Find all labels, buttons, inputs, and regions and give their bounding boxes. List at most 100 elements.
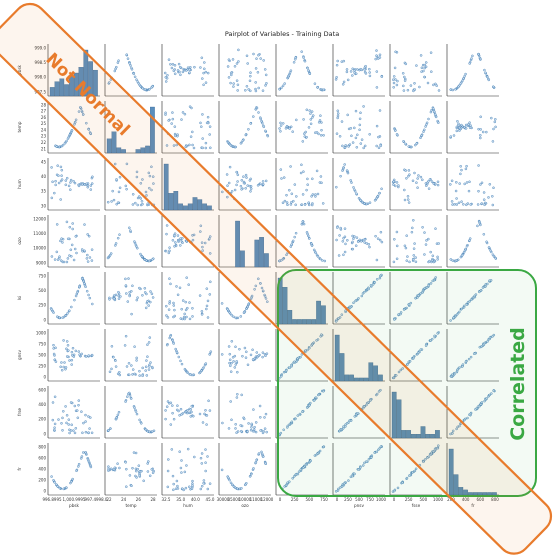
scatter-point <box>296 414 300 417</box>
scatter-point <box>230 418 233 422</box>
histogram-bar <box>363 377 369 382</box>
scatter-point <box>451 203 454 206</box>
scatter-point <box>339 174 342 178</box>
histogram-bar <box>435 430 440 439</box>
scatter-point <box>58 255 61 258</box>
scatter-point <box>342 237 345 240</box>
scatter-point <box>402 140 405 143</box>
scatter-point <box>362 405 366 408</box>
scatter-point <box>337 317 340 320</box>
scatter-point <box>206 455 209 458</box>
scatter-point <box>395 230 399 234</box>
scatter-point <box>359 111 362 115</box>
scatter-point <box>148 87 151 91</box>
scatter-point <box>419 136 422 140</box>
scatter-point <box>63 142 67 145</box>
scatter-point <box>321 202 325 205</box>
scatter-point <box>209 146 212 150</box>
scatter-point <box>233 354 237 358</box>
scatter-point <box>263 416 266 419</box>
scatter-point <box>167 308 171 311</box>
scatter-point <box>230 313 233 317</box>
scatter-point <box>61 416 64 420</box>
scatter-point <box>290 192 294 196</box>
scatter-point <box>172 304 176 307</box>
scatter-point <box>373 281 377 284</box>
scatter-point <box>240 188 243 191</box>
scatter-point <box>114 242 118 245</box>
scatter-point <box>65 340 69 343</box>
scatter-point <box>65 355 69 358</box>
scatter-point <box>135 298 139 302</box>
scatter-point <box>279 431 283 435</box>
scatter-point <box>71 477 74 481</box>
scatter-point <box>65 486 68 489</box>
scatter-point <box>392 78 395 81</box>
scatter-point <box>247 422 250 425</box>
x-tick-label: 0 <box>393 497 396 502</box>
scatter-point <box>362 290 366 294</box>
scatter-point <box>476 405 480 408</box>
scatter-point <box>186 447 190 451</box>
scatter-point <box>226 195 229 199</box>
scatter-point <box>396 486 400 490</box>
scatter-point <box>455 313 459 316</box>
scatter-point <box>125 53 128 56</box>
scatter-point <box>257 277 260 281</box>
scatter-point <box>77 465 80 468</box>
scatter-point <box>392 376 396 380</box>
scatter-point <box>254 107 258 111</box>
scatter-point <box>256 184 260 187</box>
scatter-point <box>354 136 358 140</box>
x-tick-label: 35.0 <box>176 497 185 502</box>
scatter-point <box>291 477 294 480</box>
panel-temp-vs-frse <box>389 101 442 154</box>
scatter-point <box>189 408 193 411</box>
scatter-point <box>336 116 339 120</box>
scatter-point <box>433 334 436 338</box>
scatter-point <box>411 179 415 183</box>
y-tick-label: 21 <box>41 146 47 151</box>
scatter-point <box>368 133 371 136</box>
scatter-point <box>353 235 356 238</box>
scatter-point <box>144 428 148 431</box>
scatter-point <box>261 289 265 293</box>
scatter-point <box>176 293 180 297</box>
y-tick-label: 998.0 <box>35 75 47 80</box>
scatter-point <box>165 314 168 317</box>
scatter-point <box>340 120 344 123</box>
histogram-bar <box>282 287 288 325</box>
scatter-point <box>89 132 92 135</box>
scatter-point <box>84 413 87 417</box>
scatter-point <box>376 237 380 240</box>
scatter-point <box>180 307 183 311</box>
scatter-point <box>242 417 246 421</box>
scatter-point <box>418 85 421 89</box>
scatter-point <box>477 164 480 167</box>
scatter-point <box>174 134 177 138</box>
scatter-point <box>234 345 237 349</box>
scatter-point <box>401 72 405 75</box>
scatter-point <box>55 223 59 226</box>
scatter-point <box>406 195 410 198</box>
scatter-point <box>199 66 202 69</box>
scatter-point <box>75 469 78 473</box>
scatter-point <box>229 364 232 368</box>
scatter-point <box>189 415 193 418</box>
scatter-point <box>67 349 70 352</box>
y-tick-label: 10000 <box>33 246 46 251</box>
scatter-point <box>244 133 248 137</box>
scatter-point <box>399 368 403 372</box>
scatter-point <box>336 114 340 118</box>
scatter-point <box>260 452 264 456</box>
scatter-point <box>229 81 232 85</box>
y-tick-label: 1000 <box>36 330 47 335</box>
scatter-point <box>434 276 437 279</box>
histogram-bar <box>373 365 378 382</box>
histogram-bar <box>140 147 146 154</box>
scatter-point <box>463 182 466 186</box>
scatter-point <box>291 239 295 243</box>
scatter-point <box>135 78 138 81</box>
scatter-point <box>354 109 358 113</box>
scatter-point <box>403 188 406 192</box>
